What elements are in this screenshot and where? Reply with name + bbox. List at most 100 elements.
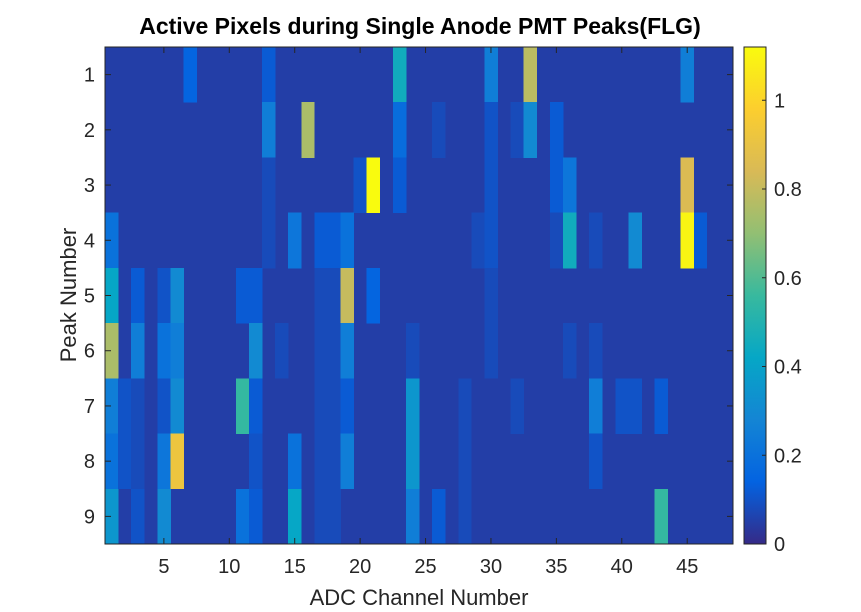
heatmap-cell [366,267,381,324]
y-axis-label: Peak Number [56,228,81,363]
y-axis-ticks: 1 2 3 4 5 6 7 8 9 [84,65,733,528]
heatmap-cell [157,433,171,490]
heatmap-cell [562,212,577,269]
heatmap-cell [628,212,642,269]
heatmap-cell [248,378,263,434]
heatmap-cell [235,267,250,324]
heatmap-cell [314,433,328,490]
colorbar-tick-label: 0.8 [774,179,802,201]
heatmap-cell [131,323,145,379]
heatmap-cell [432,488,446,545]
heatmap-cell [248,323,263,379]
heatmap-cell [327,323,341,379]
heatmap-cell [562,157,577,214]
heatmap-cell [510,378,525,434]
heatmap-cell [366,157,381,214]
heatmap-cell [105,378,119,434]
heatmap-cell [589,433,603,490]
heatmap-cell [131,378,145,434]
heatmap-cell [314,267,328,324]
x-tick-label: 40 [611,556,633,578]
heatmap-cell [340,323,354,379]
heatmap-cell [262,102,276,158]
heatmap-cell [235,378,250,434]
heatmap-cell [262,47,276,103]
heatmap-cell [628,378,642,434]
heatmap-cell [157,267,171,324]
heatmap-cell [484,157,498,214]
heatmap-cell [589,323,603,379]
x-tick-label: 25 [414,556,436,578]
x-axis-label: ADC Channel Number [310,585,529,610]
heatmap-cell [484,102,498,158]
heatmap-cell [327,378,341,434]
heatmap-cell [615,378,629,434]
heatmap-cell [458,488,472,545]
heatmap-cell [118,433,132,490]
colorbar-ticks: 0 0.2 0.4 0.6 0.8 1 [762,90,802,556]
heatmap-cell [157,378,171,434]
heatmap-cell [549,212,564,269]
heatmap-cell [353,157,368,214]
heatmap-cell [170,378,184,434]
heatmap-cell [392,102,407,158]
heatmap-cell [314,323,328,379]
heatmap-cell [262,212,276,269]
heatmap-cell [105,212,119,269]
heatmap-cell [170,323,184,379]
heatmap-cell [405,433,420,490]
y-tick-label: 7 [84,396,95,418]
heatmap-cell [654,488,668,545]
x-tick-label: 35 [545,556,567,578]
heatmap-cell [288,488,302,545]
heatmap-cell [549,157,564,214]
heatmap-cell [327,212,341,269]
heatmap-cell [693,212,708,269]
heatmap-cell [105,433,119,490]
heatmap-cell [680,47,695,103]
heatmap-cell [327,488,341,545]
y-tick-label: 3 [84,175,95,197]
heatmap-cell [458,378,472,434]
x-tick-label: 30 [480,556,502,578]
y-tick-label: 5 [84,286,95,308]
x-tick-label: 5 [158,556,169,578]
heatmap-cell [484,323,498,379]
heatmap-cell [484,212,498,269]
chart-title: Active Pixels during Single Anode PMT Pe… [139,13,700,39]
heatmap-cell [105,323,119,379]
heatmap-cell [680,157,695,214]
heatmap-cells [105,47,733,545]
heatmap-cell [131,267,145,324]
colorbar-tick-label: 0.2 [774,445,802,467]
heatmap-cell [288,212,302,269]
heatmap-cell [157,323,171,379]
colorbar [743,46,767,545]
heatmap-cell [105,488,119,545]
heatmap-cell [562,323,577,379]
heatmap-cell [484,267,498,324]
x-tick-label: 10 [218,556,240,578]
y-tick-label: 4 [84,230,95,252]
y-tick-label: 2 [84,120,95,142]
heatmap-cell [405,488,420,545]
y-tick-label: 1 [84,65,95,87]
heatmap-cell [314,488,328,545]
heatmap-cell [118,378,132,434]
heatmap-cell [170,267,184,324]
heatmap-cell [131,488,145,545]
y-tick-label: 8 [84,451,95,473]
heatmap-cell [314,378,328,434]
y-tick-label: 6 [84,341,95,363]
heatmap-cell [340,267,354,324]
heatmap-cell [327,433,341,490]
heatmap-cell [248,488,263,545]
heatmap-cell [157,488,171,545]
heatmap-cell [405,378,420,434]
x-tick-label: 15 [284,556,306,578]
heatmap-cell [262,157,276,214]
heatmap-cell [523,47,538,103]
heatmap-cell [680,212,695,269]
heatmap-cell [248,267,263,324]
